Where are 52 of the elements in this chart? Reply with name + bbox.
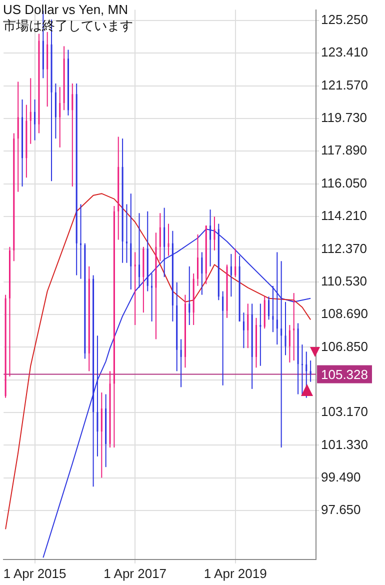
- x-tick-label: 1 Apr 2019: [204, 566, 267, 581]
- candlestick: [276, 252, 278, 346]
- chart-title: US Dollar vs Yen, MN: [3, 2, 129, 18]
- y-tick-label: 110.530: [321, 273, 368, 288]
- candlestick: [201, 252, 203, 296]
- y-tick-label: 123.410: [321, 44, 368, 60]
- candlestick: [280, 260, 282, 448]
- candlestick: [59, 86, 61, 148]
- y-tick-label: 112.370: [321, 240, 368, 256]
- candlestick: [234, 248, 236, 278]
- y-tick-label: 119.730: [321, 110, 368, 126]
- ref-line-label: 105.328: [321, 366, 368, 382]
- candlestick: [100, 392, 102, 478]
- y-tick-label: 121.570: [321, 77, 368, 92]
- candlestick: [72, 82, 74, 187]
- candlestick: [268, 296, 270, 320]
- candlestick: [272, 285, 274, 333]
- y-tick-label: 99.490: [321, 469, 361, 484]
- candlestick: [293, 292, 295, 362]
- y-tick-label: 101.330: [321, 436, 368, 452]
- candlestick: [284, 301, 286, 356]
- candlestick: [17, 81, 19, 192]
- candlestick: [30, 78, 32, 144]
- candlestick: [242, 312, 244, 349]
- candlestick: [130, 193, 132, 290]
- candlestick: [168, 223, 170, 256]
- candlestick: [159, 212, 161, 262]
- x-tick-label: 1 Apr 2017: [104, 566, 167, 581]
- candlestick: [222, 290, 224, 386]
- candlestick: [180, 338, 182, 388]
- y-tick-label: 114.210: [321, 208, 368, 224]
- candlestick: [214, 216, 216, 251]
- candlestick: [247, 303, 249, 349]
- candlestick: [230, 253, 232, 298]
- y-tick-label: 97.650: [321, 502, 361, 518]
- y-tick-label: 103.170: [321, 404, 368, 420]
- candlestick: [134, 252, 136, 326]
- candlestick: [301, 344, 303, 395]
- candlestick: [96, 335, 98, 457]
- x-tick-label: 1 Apr 2015: [3, 566, 66, 581]
- y-tick-label: 106.850: [321, 338, 368, 354]
- y-tick-label: 108.690: [321, 306, 368, 322]
- y-tick-label: 117.890: [321, 142, 368, 158]
- candlestick: [188, 266, 190, 326]
- y-tick-label: 125.250: [321, 12, 368, 28]
- candlestick: [34, 98, 36, 141]
- candlestick: [260, 303, 262, 366]
- candlestick: [288, 324, 290, 363]
- candlestick: [126, 204, 128, 264]
- candlestick: [197, 234, 199, 286]
- y-tick-label: 116.050: [321, 175, 368, 190]
- candlestick: [310, 360, 312, 382]
